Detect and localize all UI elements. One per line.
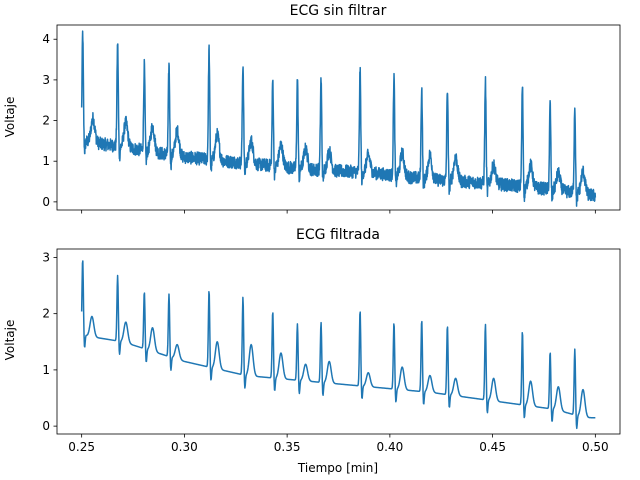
- x-tick-label-filtered: 0.30: [171, 440, 198, 454]
- panel-unfiltered: ECG sin filtrar Voltaje 0 1 2 3 4: [3, 3, 621, 214]
- x-tick-label-filtered: 0.25: [68, 440, 95, 454]
- y-tick-label-filtered: 2: [42, 307, 50, 321]
- axes-frame-unfiltered: [56, 24, 621, 211]
- ecg-trace-filtered: [80, 260, 596, 430]
- panel-filtered: ECG filtrada Voltaje 0.25 0.30 0.35 0.40 0.4…: [3, 227, 621, 475]
- y-tick-label-filtered: 3: [42, 250, 50, 264]
- ecg-trace-unfiltered: [80, 30, 597, 207]
- x-tick-label-filtered: 0.50: [582, 440, 609, 454]
- y-axis-label-unfiltered: Voltaje: [3, 97, 17, 138]
- y-axis-label-filtered: Voltaje: [3, 320, 17, 361]
- ticks-unfiltered: 0 1 2 3 4: [42, 32, 596, 214]
- y-tick-label-unfiltered: 0: [42, 195, 50, 209]
- chart-title-filtered: ECG filtrada: [296, 227, 380, 243]
- chart-title-unfiltered: ECG sin filtrar: [290, 3, 387, 19]
- y-tick-label-filtered: 0: [42, 419, 50, 433]
- ticks-filtered: 0.25 0.30 0.35 0.40 0.45 0.50 0 1 2 3: [42, 250, 608, 454]
- axes-frame-filtered: [56, 248, 621, 435]
- x-tick-label-filtered: 0.35: [274, 440, 301, 454]
- trace-unfiltered-wrap: [80, 30, 597, 207]
- y-tick-label-filtered: 1: [42, 363, 50, 377]
- y-tick-label-unfiltered: 1: [42, 154, 50, 168]
- x-axis-label: Tiempo [min]: [297, 461, 378, 475]
- y-tick-label-unfiltered: 4: [42, 32, 50, 46]
- y-tick-label-unfiltered: 3: [42, 73, 50, 87]
- trace-filtered-wrap: [80, 260, 596, 430]
- y-tick-label-unfiltered: 2: [42, 114, 50, 128]
- x-tick-label-filtered: 0.40: [377, 440, 404, 454]
- x-tick-label-filtered: 0.45: [479, 440, 506, 454]
